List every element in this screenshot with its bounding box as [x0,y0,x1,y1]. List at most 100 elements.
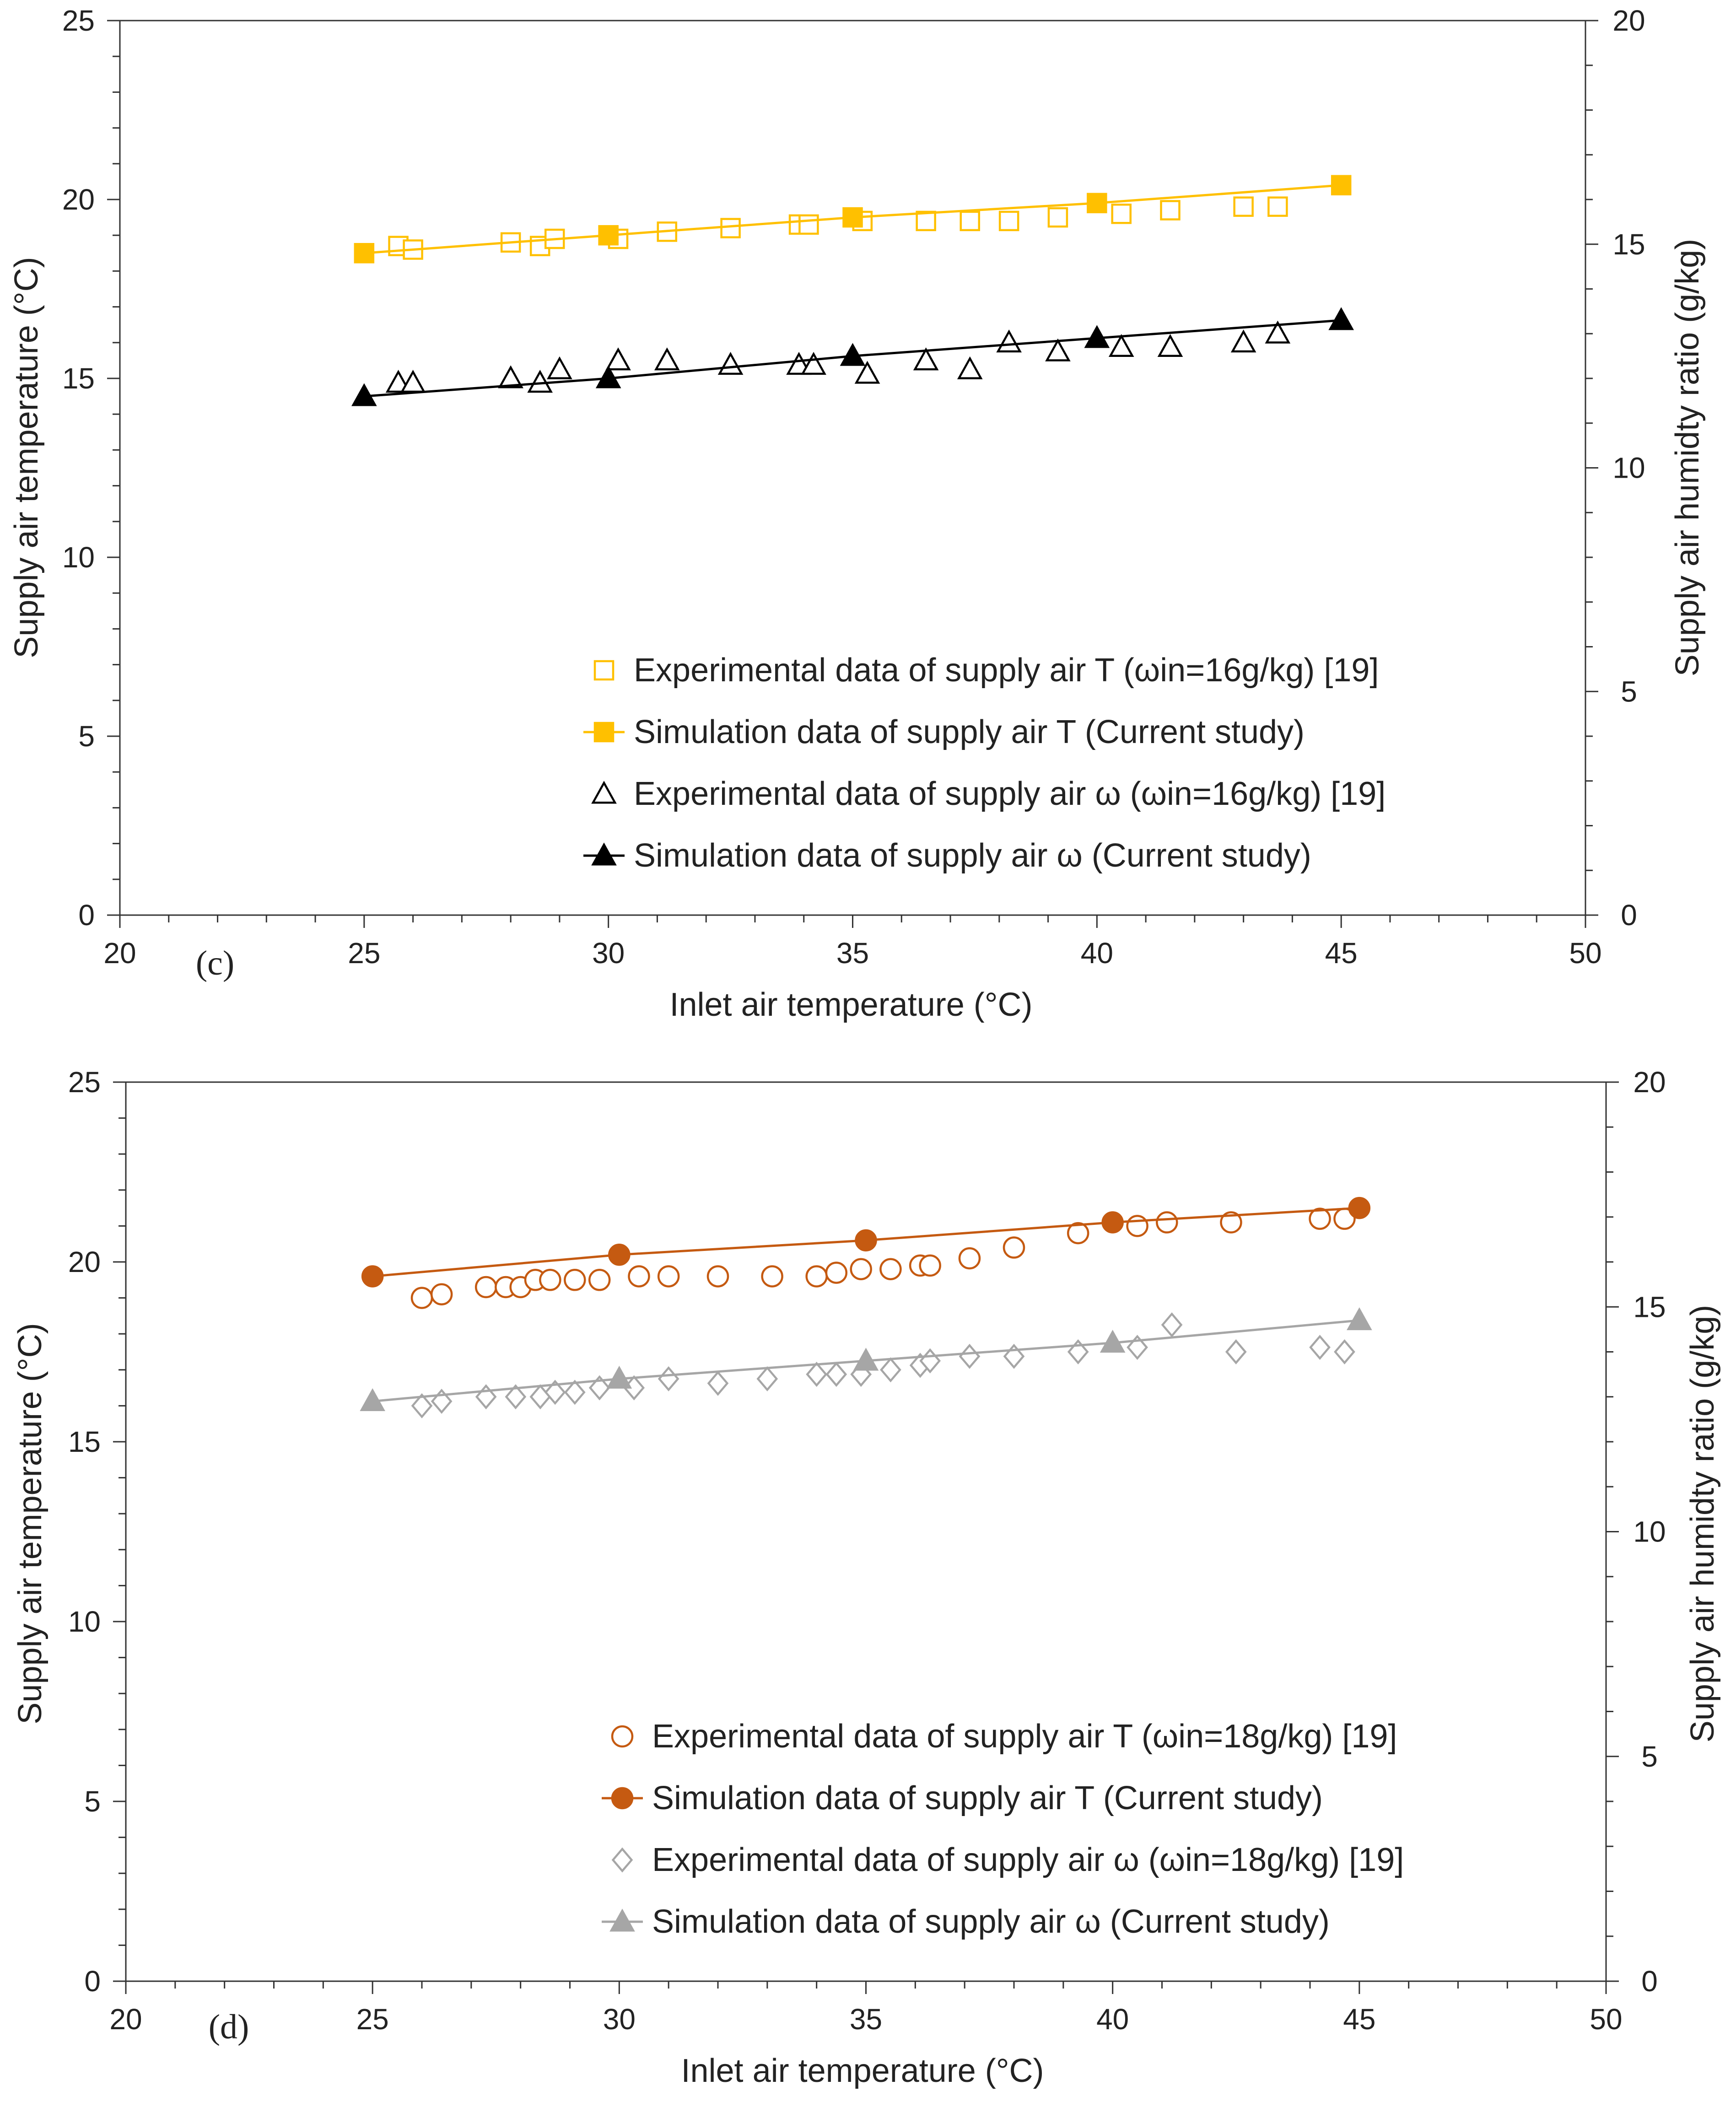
axes: 20 25 30 35 40 45 50 0 5 10 15 20 25 0 5 10 15 20 [62,4,1645,970]
data-point [850,1362,872,1387]
data-point [588,1269,611,1291]
data-point [805,1265,828,1288]
data-point [1160,200,1181,221]
legend: Experimental data of supply air T (ωin=1… [583,652,1386,874]
legend-label: Simulation data of supply air T (Current… [634,714,1305,750]
data-point [654,347,680,371]
legend-label: Experimental data of supply air T (ωin=1… [652,1718,1397,1755]
y2-tick-label: 15 [1633,1290,1666,1323]
x-tick-label: 25 [356,2003,389,2036]
data-point [539,1269,561,1291]
data-point [840,343,866,366]
legend-label: Experimental data of supply air ω (ωin=1… [634,776,1386,812]
data-point [919,1254,941,1277]
legend-marker [609,1908,635,1932]
y2-tick-label: 20 [1612,4,1645,37]
data-point [505,1384,527,1410]
data-point [1047,207,1068,228]
data-point [657,1265,680,1288]
data-point [1045,338,1071,361]
data-point [916,210,936,232]
data-point [410,1287,433,1309]
data-point [351,383,377,406]
legend-label: Simulation data of supply air ω (Current… [652,1903,1330,1940]
data-point [1157,334,1183,357]
x-tick-label: 30 [592,937,625,970]
y2-tick-label: 5 [1641,1740,1658,1773]
data-point [1230,329,1256,353]
data-point [850,1258,872,1280]
data-point [628,1265,650,1288]
legend-label: Experimental data of supply air ω (ωin=1… [652,1842,1404,1878]
data-point [1267,196,1288,217]
panel-label: (d) [209,2008,249,2046]
x-tick-label: 50 [1569,937,1601,970]
chart-panel-c: 20 25 30 35 40 45 50 0 5 10 15 20 25 0 5 10 15 20 (c) Inl… [8,4,1706,1023]
y-tick-label: 0 [84,1965,101,1998]
panel-label: (c) [196,944,234,982]
legend-label: Simulation data of supply air ω (Current… [634,837,1311,874]
data-point [544,1380,566,1405]
data-point [996,329,1022,353]
y-tick-label: 20 [68,1245,101,1278]
data-point [825,1362,847,1387]
y-tick-label: 0 [78,899,95,932]
data-point [720,218,741,238]
data-point [474,1276,497,1299]
y-axis-label: Supply air temperature (°C) [12,1323,49,1724]
data-point [1100,1330,1126,1353]
legend-item: Experimental data of supply air ω (ωin=1… [591,776,1386,812]
data-point [527,370,553,393]
data-point [1265,320,1291,344]
y2-axis-label: Supply air humidty ratio (g/kg) [1669,239,1706,676]
y-tick-label: 25 [62,4,95,37]
data-point [842,207,863,228]
data-point [1233,196,1254,217]
legend-item: Experimental data of supply air ω (ωin=1… [611,1842,1404,1878]
data-point [706,1265,729,1288]
data-point [1347,1307,1372,1331]
data-point [880,1357,901,1383]
data-point [564,1380,586,1405]
y2-tick-label: 20 [1633,1066,1666,1099]
data-point [806,1362,828,1387]
data-point [998,210,1019,232]
legend: Experimental data of supply air T (ωin=1… [602,1718,1404,1940]
data-point [430,1283,453,1305]
series-1 [361,1197,1371,1288]
x-tick-label: 50 [1590,2003,1622,2036]
x-tick-label: 35 [850,2003,882,2036]
x-axis-label: Inlet air temperature (°C) [681,2053,1044,2089]
data-point [1126,1215,1148,1237]
data-point [801,352,826,375]
x-tick-label: 35 [836,937,869,970]
data-point [1334,1339,1355,1364]
data-point [588,1375,610,1401]
data-point [756,1366,778,1391]
y-axis-label: Supply air temperature (°C) [8,257,45,658]
y-tick-label: 5 [78,720,95,753]
data-point [547,356,572,379]
data-point [354,243,375,264]
data-point [853,1347,879,1371]
data-point [879,1258,902,1280]
legend-marker [611,1787,634,1810]
legend-label: Experimental data of supply air T (ωin=1… [634,652,1379,689]
legend-item: Experimental data of supply air T (ωin=1… [593,652,1379,689]
y2-tick-label: 5 [1621,675,1637,708]
data-point [1220,1211,1242,1234]
series-2 [385,320,1291,393]
data-point [608,1244,631,1266]
legend-marker [593,660,615,681]
y-tick-label: 20 [62,183,95,216]
legend-item: Simulation data of supply air ω (Current… [602,1903,1330,1940]
x-tick-label: 30 [603,2003,636,2036]
series-layer [360,1197,1372,1418]
data-point [1111,204,1132,224]
data-point [825,1261,848,1284]
data-point [854,361,880,384]
legend-item: Simulation data of supply air T (Current… [602,1780,1323,1816]
legend-marker [611,1847,633,1873]
